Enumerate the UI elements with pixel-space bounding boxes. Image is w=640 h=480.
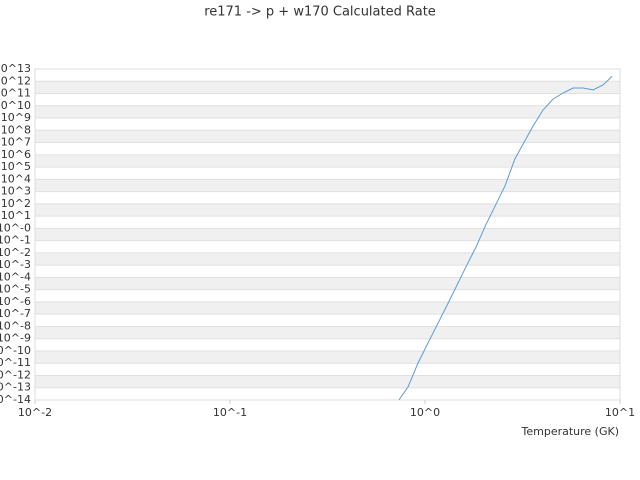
y-tick-label: 10^10 <box>0 99 31 112</box>
y-tick-label: 10^-14 <box>0 393 31 406</box>
y-tick-label: 10^-9 <box>0 332 31 345</box>
y-tick-label: 10^-4 <box>0 270 31 283</box>
grid-band <box>35 154 620 168</box>
x-tick-label: 10^-1 <box>213 406 247 419</box>
y-tick-label: 10^-13 <box>0 381 31 394</box>
y-tick-label: 10^8 <box>1 123 31 136</box>
x-tick-label: 10^-2 <box>18 406 52 419</box>
y-tick-label: 10^-0 <box>0 221 31 234</box>
y-tick-label: 10^-11 <box>0 356 31 369</box>
chart-title: re171 -> p + w170 Calculated Rate <box>204 5 436 20</box>
grid-band <box>35 130 620 143</box>
grid-band <box>35 350 620 364</box>
plot-border <box>34 68 621 401</box>
grid-band <box>35 326 620 339</box>
y-tick-label: 10^11 <box>0 87 31 100</box>
y-tick-label: 10^-5 <box>0 283 31 296</box>
y-tick-label: 10^-10 <box>0 344 31 357</box>
grid-band <box>35 81 620 94</box>
x-axis-label: Temperature (GK) <box>521 425 620 438</box>
grid-band <box>35 277 620 290</box>
y-tick-label: 10^-8 <box>0 319 31 332</box>
y-tick-label: 10^-3 <box>0 258 31 271</box>
grid-band <box>35 228 620 241</box>
y-tick-label: 10^-12 <box>0 368 31 381</box>
y-tick-label: 10^13 <box>0 62 31 75</box>
y-tick-label: 10^-6 <box>0 295 31 308</box>
grid-band <box>35 105 620 119</box>
y-tick-label: 10^-1 <box>0 234 31 247</box>
x-tick-label: 10^1 <box>605 406 635 419</box>
y-tick-label: 10^-2 <box>0 246 31 259</box>
y-tick-label: 10^7 <box>1 136 31 149</box>
grid-band <box>35 301 620 315</box>
grid-band <box>35 179 620 192</box>
y-tick-label: 10^4 <box>1 172 31 185</box>
y-tick-label: 10^9 <box>1 111 31 124</box>
y-tick-label: 10^1 <box>1 209 31 222</box>
grid-band <box>35 375 620 388</box>
y-tick-label: 10^12 <box>0 74 31 87</box>
y-tick-label: 10^-7 <box>0 307 31 320</box>
grid-band <box>35 252 620 266</box>
x-tick-label: 10^0 <box>410 406 440 419</box>
grid-band <box>35 203 620 217</box>
y-tick-label: 10^3 <box>1 185 31 198</box>
y-tick-label: 10^2 <box>1 197 31 210</box>
y-tick-label: 10^5 <box>1 160 31 173</box>
data-line <box>398 76 613 401</box>
y-tick-label: 10^6 <box>1 148 31 161</box>
